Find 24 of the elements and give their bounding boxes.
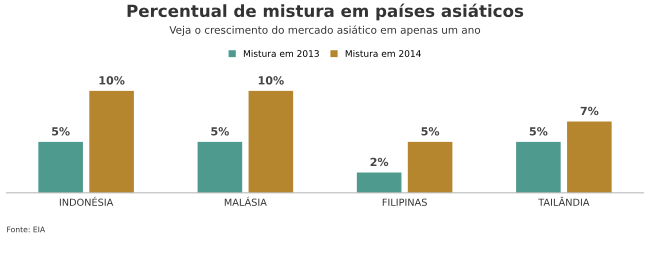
chart-title: Percentual de mistura em países asiáticos: [128, 4, 524, 20]
bar: [38, 142, 83, 193]
x-tick-label: INDONÉSIA: [60, 196, 114, 206]
chart-subtitle: Veja o crescimento do mercado asiático em apenas um ano: [169, 25, 480, 36]
data-label: 2%: [370, 158, 388, 166]
data-label: 5%: [422, 127, 440, 136]
x-tick-label: FILIPINAS: [382, 198, 427, 206]
bar: [408, 142, 452, 193]
bar: [567, 121, 612, 193]
data-label: 10%: [100, 76, 125, 85]
x-tick-label: MALÁSIA: [224, 196, 267, 206]
bar: [356, 172, 402, 193]
data-label: 5%: [211, 127, 229, 136]
data-label: 10%: [258, 76, 284, 85]
legend-label: Mistura em 2013: [244, 50, 319, 57]
data-label: 5%: [52, 127, 70, 136]
bar: [89, 90, 134, 193]
bar: [248, 90, 294, 193]
bar: [198, 142, 242, 193]
bar: [516, 142, 561, 193]
data-label: 7%: [580, 106, 598, 116]
legend-label: Mistura em 2014: [346, 50, 421, 57]
x-tick-label: TAILÂNDIA: [538, 196, 590, 206]
data-label: 5%: [530, 127, 548, 136]
